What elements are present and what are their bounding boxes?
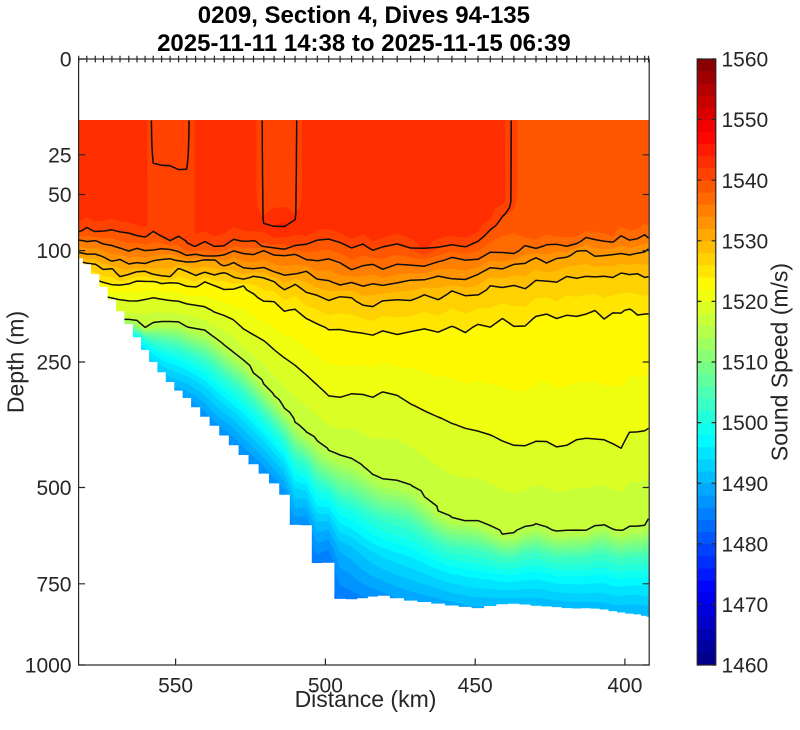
svg-text:0209, Section 4, Dives 94-135: 0209, Section 4, Dives 94-135 — [198, 2, 530, 29]
svg-text:1530: 1530 — [722, 230, 769, 253]
svg-text:Depth (m): Depth (m) — [3, 311, 29, 413]
svg-text:1510: 1510 — [722, 352, 769, 375]
svg-text:1470: 1470 — [722, 594, 769, 617]
svg-text:1550: 1550 — [722, 109, 769, 132]
svg-text:1520: 1520 — [722, 291, 769, 314]
svg-text:550: 550 — [158, 675, 193, 698]
svg-text:2025-11-11 14:38 to 2025-11-15: 2025-11-11 14:38 to 2025-11-15 06:39 — [157, 30, 571, 57]
svg-text:500: 500 — [308, 675, 343, 698]
svg-text:400: 400 — [607, 675, 642, 698]
svg-text:250: 250 — [36, 352, 71, 375]
svg-text:1460: 1460 — [722, 655, 769, 678]
svg-text:1540: 1540 — [722, 170, 769, 193]
svg-text:Sound Speed (m/s): Sound Speed (m/s) — [767, 263, 793, 461]
svg-text:0: 0 — [60, 49, 72, 72]
svg-text:500: 500 — [36, 477, 71, 500]
svg-text:1500: 1500 — [722, 412, 769, 435]
svg-text:Distance (km): Distance (km) — [295, 686, 437, 712]
svg-text:25: 25 — [48, 144, 71, 167]
svg-text:450: 450 — [458, 675, 493, 698]
svg-text:100: 100 — [36, 240, 71, 263]
svg-text:1480: 1480 — [722, 533, 769, 556]
svg-text:1560: 1560 — [722, 49, 769, 72]
svg-text:1000: 1000 — [25, 655, 72, 678]
svg-text:750: 750 — [36, 573, 71, 596]
svg-text:50: 50 — [48, 184, 71, 207]
svg-text:1490: 1490 — [722, 473, 769, 496]
